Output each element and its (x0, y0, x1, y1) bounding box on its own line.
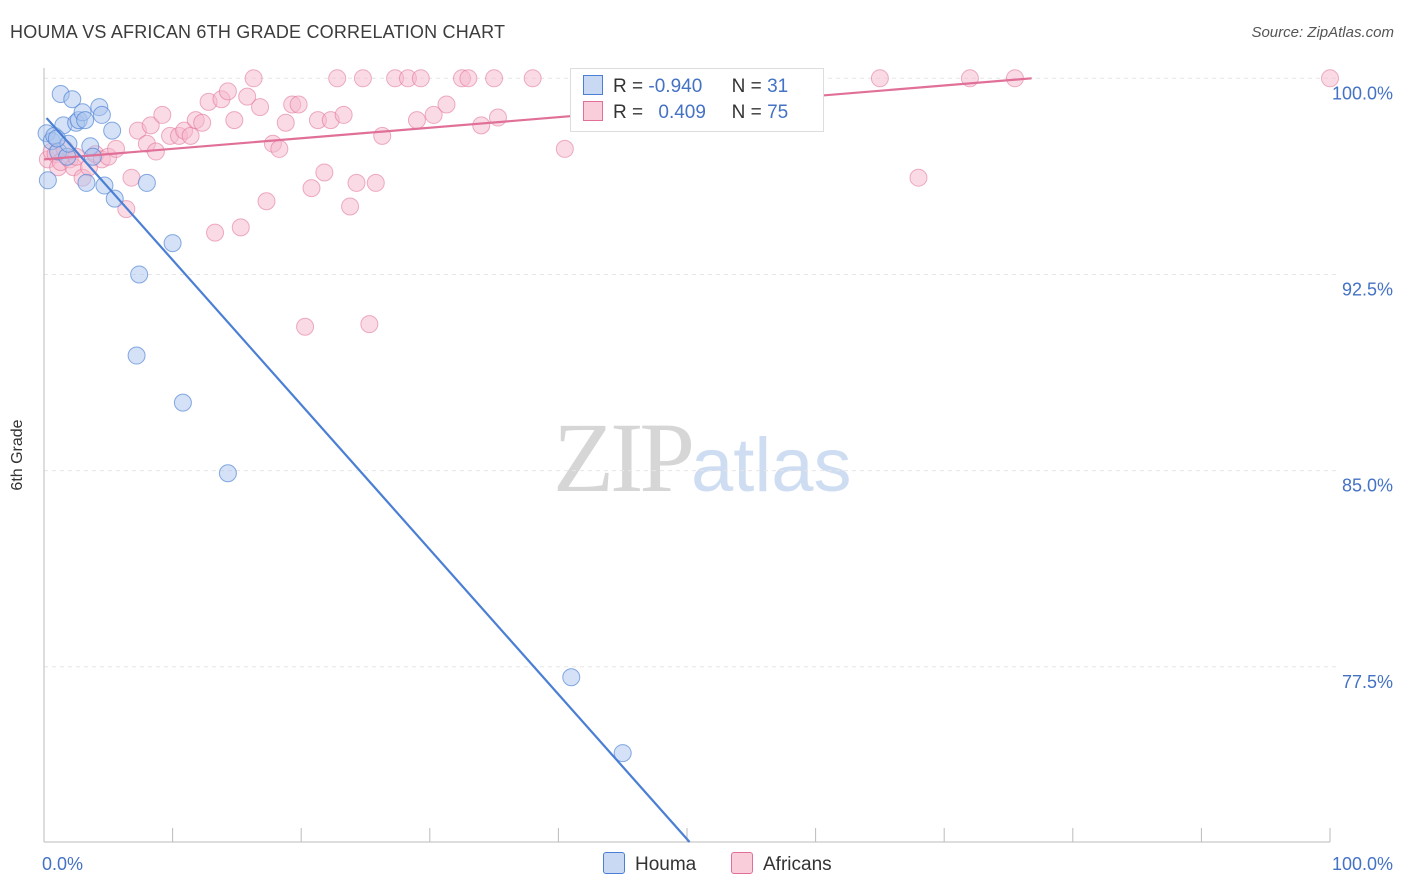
houma-point (130, 265, 149, 284)
houma-points (37, 85, 632, 763)
watermark-atlas-text: atlas (691, 423, 852, 508)
houma-point (103, 121, 122, 140)
africans-point (341, 197, 360, 216)
africans-point (193, 113, 212, 132)
houma-r-value: -0.940 (648, 76, 703, 97)
africans-point (181, 126, 200, 145)
houma-point (613, 744, 632, 763)
africans-point (407, 111, 426, 130)
y-tick-label: 77.5% (1342, 672, 1393, 692)
houma-point (47, 129, 66, 148)
africans-point (373, 126, 392, 145)
legend-row-africans: R = 0.409 N = 75 (583, 101, 788, 125)
africans-point (302, 179, 321, 198)
houma-trend-line (45, 117, 691, 843)
houma-point (76, 111, 95, 130)
houma-point (218, 464, 237, 483)
watermark-zip-text: ZIP (553, 402, 695, 513)
chart-title: HOUMA VS AFRICAN 6TH GRADE CORRELATION C… (10, 22, 506, 42)
africans-point (296, 317, 315, 336)
zipatlas-watermark: ZIPatlas (553, 400, 852, 515)
houma-r-label: R = (613, 76, 644, 97)
houma-point (92, 105, 111, 124)
bottom-legend-africans: Africans (731, 852, 832, 876)
houma-point (173, 393, 192, 412)
africans-point (459, 69, 478, 88)
africans-point (424, 105, 443, 124)
africans-point (328, 69, 347, 88)
houma-point (127, 346, 146, 365)
houma-point (137, 173, 156, 192)
africans-points (38, 69, 1339, 336)
africans-point (257, 192, 276, 211)
africans-swatch (583, 101, 603, 121)
africans-point (334, 105, 353, 124)
houma-point (63, 90, 82, 109)
africans-point (909, 168, 928, 187)
africans-point (353, 69, 372, 88)
africans-point (315, 163, 334, 182)
houma-swatch (583, 75, 603, 95)
africans-point (206, 223, 225, 242)
africans-point (523, 69, 542, 88)
africans-n-label: N = (731, 102, 762, 123)
houma-point (95, 176, 114, 195)
africans-point (231, 218, 250, 237)
africans-n-value: 75 (767, 102, 789, 123)
houma-n-value: 31 (767, 76, 789, 97)
africans-point (244, 69, 263, 88)
houma-legend-label: Houma (635, 854, 697, 875)
africans-legend-swatch (731, 852, 753, 874)
africans-point (347, 173, 366, 192)
africans-point (225, 111, 244, 130)
y-tick-label: 85.0% (1342, 476, 1393, 496)
africans-legend-label: Africans (763, 854, 832, 875)
bottom-legend-houma: Houma (603, 852, 696, 876)
africans-point (555, 139, 574, 158)
africans-point (411, 69, 430, 88)
x-tick-label-max: 100.0% (1332, 854, 1393, 874)
africans-point (485, 69, 504, 88)
africans-point (366, 173, 385, 192)
trend-lines (43, 77, 1032, 843)
africans-point (251, 98, 270, 117)
africans-point (1321, 69, 1339, 88)
houma-point (77, 173, 96, 192)
africans-point (870, 69, 889, 88)
houma-point (105, 189, 124, 208)
houma-point (562, 668, 581, 687)
chart-source: Source: ZipAtlas.com (1251, 24, 1394, 41)
y-tick-label: 92.5% (1342, 279, 1393, 299)
legend-row-houma: R = -0.940 N = 31 (583, 75, 788, 99)
x-tick-label-min: 0.0% (42, 854, 83, 874)
africans-point (276, 113, 295, 132)
africans-point (153, 105, 172, 124)
houma-legend-swatch (603, 852, 625, 874)
africans-trend-line (43, 77, 1032, 161)
tick-labels: 100.0% 92.5% 85.0% 77.5% 0.0% 100.0% (42, 83, 1393, 874)
africans-point (437, 95, 456, 114)
africans-point (141, 116, 160, 135)
houma-point (38, 171, 57, 190)
axis-ticks (43, 828, 1331, 842)
africans-r-label: R = (613, 102, 644, 123)
houma-point (163, 234, 182, 253)
africans-point (218, 82, 237, 101)
africans-point (270, 139, 289, 158)
africans-point (472, 116, 491, 135)
africans-point (238, 87, 257, 106)
houma-n-label: N = (731, 76, 762, 97)
axes (43, 68, 1330, 843)
africans-point (289, 95, 308, 114)
y-axis-label: 6th Grade (9, 419, 26, 491)
africans-point (122, 168, 141, 187)
africans-point (360, 315, 379, 334)
correlation-legend: R = -0.940 N = 31 R = 0.409 N = 75 (570, 68, 824, 132)
grid-lines (44, 77, 1340, 668)
y-tick-label: 100.0% (1332, 83, 1393, 103)
africans-r-value: 0.409 (658, 102, 706, 123)
